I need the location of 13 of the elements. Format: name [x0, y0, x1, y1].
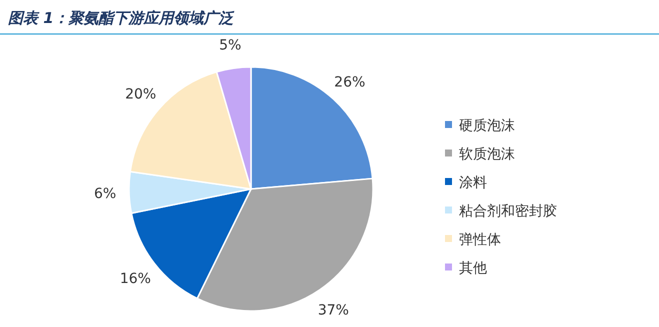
legend-label: 软质泡沫: [459, 146, 515, 162]
data-label: 26%: [334, 74, 366, 90]
data-label: 37%: [318, 302, 349, 319]
legend-label: 弹性体: [459, 232, 501, 248]
legend-label: 其他: [459, 260, 487, 276]
legend-label: 涂料: [459, 175, 487, 191]
data-label: 20%: [125, 86, 156, 102]
data-label: 5%: [219, 37, 242, 54]
legend-label: 硬质泡沫: [459, 118, 515, 134]
chart-title: 图表 1：聚氨酯下游应用领域广泛: [8, 9, 235, 27]
data-label: 16%: [120, 271, 151, 288]
data-label: 6%: [94, 186, 116, 202]
legend-label: 粘合剂和密封胶: [459, 204, 557, 220]
